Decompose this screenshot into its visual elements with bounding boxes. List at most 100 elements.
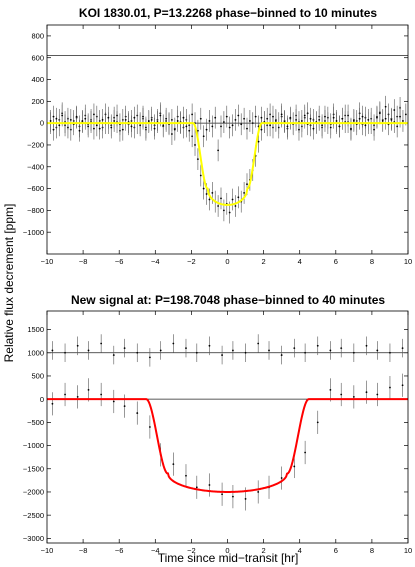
bottom-offset-point: [51, 349, 54, 352]
top-binned-point: [84, 117, 87, 120]
top-binned-point: [373, 128, 375, 131]
bottom-offset-point: [244, 351, 247, 354]
bottom-binned-point: [100, 393, 103, 396]
bottom-offset-point: [316, 344, 319, 347]
bottom-offset-point: [221, 354, 223, 356]
bottom-xtick-label: 0: [225, 546, 229, 555]
bottom-binned-point: [257, 491, 260, 493]
bottom-binned-point: [112, 400, 115, 403]
top-binned-point: [58, 124, 61, 127]
top-xtick-label: 2: [262, 257, 266, 266]
top-binned-point: [352, 120, 355, 122]
bottom-ytick-label: −3000: [23, 534, 44, 543]
top-offset-point: [205, 128, 208, 131]
top-binned-point: [390, 118, 393, 121]
bottom-offset-point: [172, 342, 175, 345]
bottom-binned-point: [280, 477, 283, 479]
bottom-binned-point: [87, 388, 90, 391]
top-offset-point: [191, 113, 194, 116]
top-binned-point: [130, 125, 133, 128]
top-ytick-label: 400: [31, 75, 44, 84]
top-xtick-label: 4: [298, 257, 302, 266]
top-ytick-label: −400: [27, 162, 44, 171]
bottom-offset-point: [232, 349, 234, 352]
top-offset-point: [222, 121, 225, 123]
top-offset-point: [243, 117, 246, 120]
top-binned-point: [93, 113, 95, 116]
top-binned-point: [298, 128, 300, 131]
top-binned-point: [49, 120, 52, 122]
bottom-binned-point: [195, 486, 198, 489]
top-binned-point: [208, 198, 211, 201]
top-binned-point: [124, 118, 127, 121]
top-binned-point: [101, 118, 104, 121]
top-ytick-label: −600: [27, 184, 44, 193]
bottom-binned-point: [76, 395, 79, 398]
top-binned-point: [350, 127, 352, 130]
top-binned-point: [110, 126, 113, 129]
bottom-binned-point: [64, 393, 66, 396]
bottom-ytick-label: 1500: [27, 325, 44, 334]
bottom-binned-point: [172, 463, 175, 466]
top-binned-point: [234, 205, 237, 207]
top-offset-point: [260, 116, 263, 119]
top-transit-model-curve: [47, 122, 408, 206]
top-binned-point: [107, 116, 110, 119]
figure-xlabel: Time since mid−transit [hr]: [158, 551, 299, 565]
top-ytick-label: −800: [27, 206, 44, 215]
top-binned-point: [220, 197, 222, 200]
top-binned-point: [205, 193, 208, 195]
top-binned-point: [324, 115, 326, 118]
top-binned-point: [286, 125, 289, 128]
top-offset-point: [199, 117, 202, 120]
top-xtick-label: 10: [404, 257, 412, 266]
top-binned-point: [332, 116, 335, 119]
bottom-ytick-label: −2000: [23, 488, 44, 497]
top-binned-point: [384, 117, 387, 120]
bottom-offset-point: [293, 347, 296, 350]
top-binned-point: [231, 198, 234, 201]
bottom-binned-point: [293, 465, 296, 468]
top-binned-point: [309, 117, 312, 120]
bottom-binned-point: [329, 388, 332, 391]
top-binned-point: [358, 117, 361, 120]
top-binned-point: [121, 128, 124, 131]
bottom-ytick-label: 500: [31, 372, 44, 381]
bottom-offset-point: [64, 351, 66, 354]
top-binned-point: [347, 114, 349, 117]
top-panel-axes-frame: [46, 24, 409, 255]
bottom-offset-point: [280, 354, 283, 356]
top-binned-point: [338, 125, 341, 128]
top-panel: KOI 1830.01, P=13.2268 phase−binned to 1…: [23, 6, 412, 266]
top-xtick-label: −4: [151, 257, 160, 266]
bottom-panel-ticks: −10 −8 −6 −4 −2 0 2 4 6 8 10 −3000 −2500 −2000 −1500 −1…: [23, 311, 412, 555]
top-binned-point: [402, 120, 404, 122]
bottom-binned-point: [352, 395, 355, 398]
top-binned-point: [272, 115, 274, 118]
top-binned-point: [52, 128, 55, 131]
bottom-offset-point: [340, 347, 343, 350]
top-binned-point: [341, 117, 344, 120]
top-binned-point: [378, 112, 381, 115]
bottom-offset-point: [185, 347, 187, 350]
bottom-xtick-label: −10: [41, 546, 54, 555]
bottom-offset-point: [195, 351, 198, 354]
bottom-binned-point: [123, 405, 126, 408]
top-xtick-label: 6: [334, 257, 338, 266]
bottom-xtick-label: 6: [334, 546, 338, 555]
top-ytick-label: −1000: [23, 228, 44, 237]
top-binned-point: [150, 118, 153, 121]
top-binned-point: [69, 118, 72, 121]
bottom-offset-point: [352, 351, 355, 354]
top-binned-point: [182, 116, 185, 119]
top-binned-point: [55, 117, 58, 120]
bottom-offset-point: [304, 351, 307, 354]
bottom-offset-point: [208, 344, 211, 347]
top-binned-point: [404, 113, 407, 116]
top-binned-point: [61, 114, 64, 117]
top-binned-point: [165, 117, 168, 120]
bottom-offset-point: [136, 351, 139, 354]
top-offset-point: [208, 120, 211, 122]
top-ytick-label: 0: [40, 119, 44, 128]
top-binned-point: [211, 192, 214, 194]
